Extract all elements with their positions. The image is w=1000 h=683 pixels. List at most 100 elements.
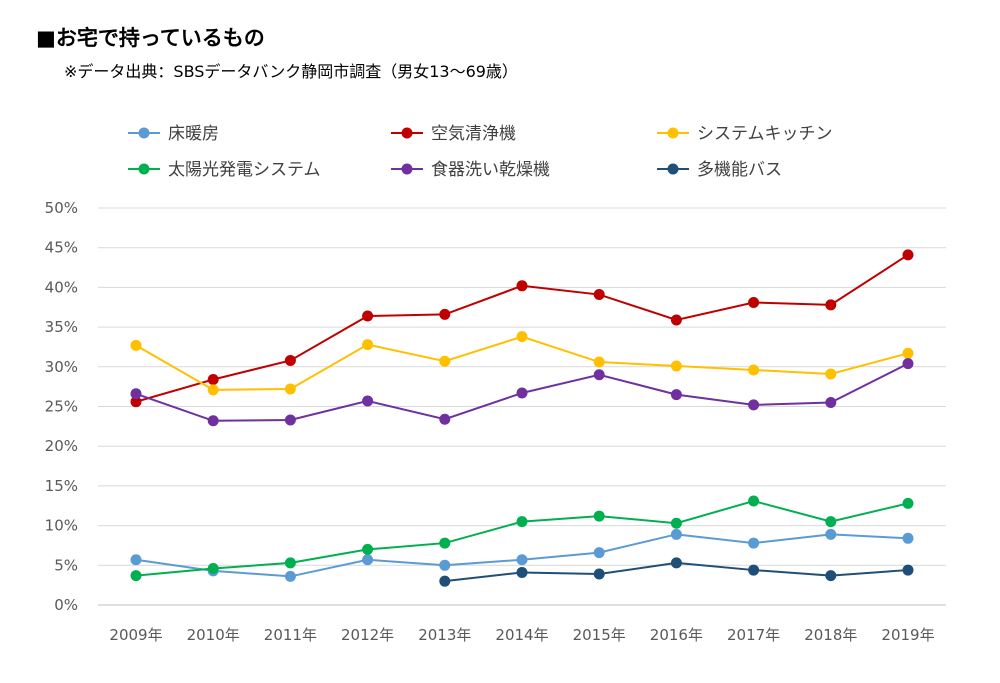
- data-point: [825, 368, 837, 380]
- data-point: [670, 389, 682, 401]
- data-point: [825, 397, 837, 409]
- x-tick-label: 2013年: [418, 626, 471, 644]
- legend-marker: [138, 163, 150, 175]
- data-point: [284, 383, 296, 395]
- series-line: [135, 335, 909, 391]
- data-point: [748, 564, 760, 576]
- data-point: [362, 554, 374, 566]
- legend-item: 床暖房: [128, 124, 219, 144]
- series-1: [130, 249, 914, 408]
- legend-label: 多機能バス: [697, 160, 782, 180]
- y-axis-ticks: 0% 5% 10% 15% 20% 25% 30% 35% 40% 45% 50%: [45, 199, 78, 614]
- data-point: [593, 510, 605, 522]
- data-point: [748, 296, 760, 308]
- data-point: [902, 358, 914, 370]
- data-point: [362, 543, 374, 555]
- y-tick-label: 20%: [45, 437, 78, 455]
- series-0: [130, 528, 914, 582]
- series-4: [130, 358, 914, 427]
- legend-label: 床暖房: [168, 124, 219, 144]
- data-point: [902, 564, 914, 576]
- data-point: [362, 310, 374, 322]
- data-point: [284, 414, 296, 426]
- data-point: [902, 249, 914, 261]
- y-tick-label: 15%: [45, 477, 78, 495]
- data-point: [516, 566, 528, 578]
- data-point: [593, 369, 605, 381]
- data-point: [284, 354, 296, 366]
- data-point: [748, 495, 760, 507]
- data-point: [825, 528, 837, 540]
- legend-item: 食器洗い乾燥機: [391, 160, 550, 180]
- data-point: [439, 559, 451, 571]
- legend-marker: [401, 163, 413, 175]
- y-tick-label: 10%: [45, 517, 78, 535]
- data-point: [130, 396, 142, 408]
- data-point: [130, 339, 142, 351]
- legend-marker: [667, 127, 679, 139]
- page-subtitle: ※データ出典：SBSデータバンク静岡市調査（男女13～69歳）: [64, 62, 518, 81]
- data-point: [516, 554, 528, 566]
- data-point: [284, 570, 296, 582]
- data-point: [439, 413, 451, 425]
- series-layer: [130, 249, 914, 587]
- data-point: [593, 568, 605, 580]
- x-tick-label: 2016年: [650, 626, 703, 644]
- data-point: [130, 554, 142, 566]
- data-point: [516, 331, 528, 343]
- data-point: [670, 528, 682, 540]
- data-point: [748, 537, 760, 549]
- y-tick-label: 35%: [45, 318, 78, 336]
- legend-item: 空気清浄機: [391, 124, 516, 144]
- data-point: [130, 570, 142, 582]
- data-point: [284, 557, 296, 569]
- data-point: [207, 415, 219, 427]
- data-point: [748, 364, 760, 376]
- data-point: [670, 557, 682, 569]
- legend-item: 太陽光発電システム: [128, 160, 321, 180]
- y-tick-label: 50%: [45, 199, 78, 217]
- data-point: [207, 374, 219, 386]
- grid-layer: [98, 207, 946, 606]
- data-point: [902, 497, 914, 509]
- data-point: [670, 517, 682, 529]
- data-point: [130, 388, 142, 400]
- data-point: [516, 280, 528, 292]
- y-tick-label: 5%: [54, 556, 78, 574]
- data-point: [207, 384, 219, 396]
- y-tick-label: 40%: [45, 278, 78, 296]
- data-point: [593, 289, 605, 301]
- data-point: [825, 570, 837, 582]
- data-point: [516, 387, 528, 399]
- data-point: [825, 299, 837, 311]
- legend-label: 食器洗い乾燥機: [431, 160, 550, 180]
- legend-label: 太陽光発電システム: [168, 160, 321, 180]
- y-tick-label: 30%: [45, 358, 78, 376]
- data-point: [670, 360, 682, 372]
- x-tick-label: 2019年: [881, 626, 934, 644]
- data-point: [439, 308, 451, 320]
- legend-marker: [667, 163, 679, 175]
- x-tick-label: 2012年: [341, 626, 394, 644]
- legend-label: 空気清浄機: [431, 124, 516, 144]
- data-point: [439, 575, 451, 587]
- x-tick-label: 2014年: [495, 626, 548, 644]
- legend-item: 多機能バス: [657, 160, 782, 180]
- data-point: [670, 314, 682, 326]
- data-point: [362, 339, 374, 351]
- x-tick-label: 2011年: [264, 626, 317, 644]
- x-tick-label: 2010年: [187, 626, 240, 644]
- data-point: [207, 562, 219, 574]
- x-tick-label: 2018年: [804, 626, 857, 644]
- legend-marker: [138, 127, 150, 139]
- data-point: [902, 347, 914, 359]
- legend-item: システムキッチン: [657, 124, 833, 144]
- y-tick-label: 0%: [54, 596, 78, 614]
- series-line: [135, 254, 909, 403]
- series-5: [439, 557, 914, 587]
- data-point: [825, 516, 837, 528]
- data-point: [439, 537, 451, 549]
- data-point: [362, 395, 374, 407]
- x-tick-label: 2015年: [573, 626, 626, 644]
